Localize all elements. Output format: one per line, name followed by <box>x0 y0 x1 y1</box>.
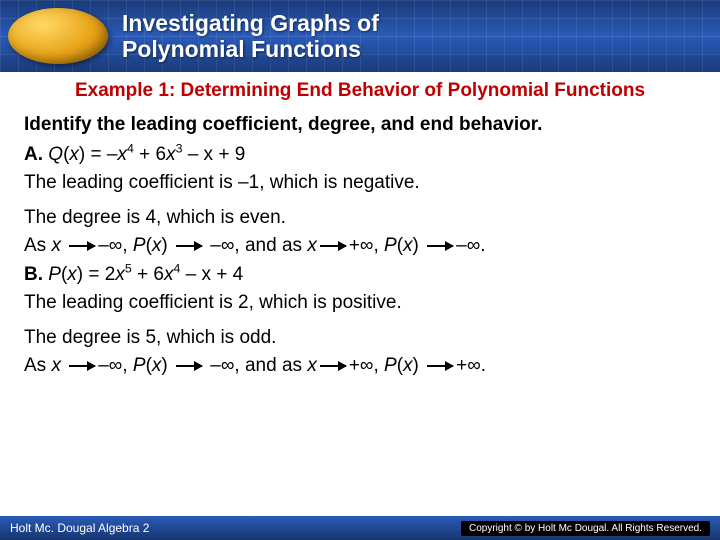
part-b-degree: The degree is 5, which is odd. <box>18 324 702 353</box>
func-q: Q <box>48 144 63 165</box>
title-line-2: Polynomial Functions <box>122 36 361 62</box>
neginf1: –∞, <box>98 235 133 256</box>
slide-header: Investigating Graphs of Polynomial Funct… <box>0 0 720 72</box>
toneg: –∞, and as <box>205 235 307 256</box>
var-x2: x <box>117 144 127 165</box>
slide-title: Investigating Graphs of Polynomial Funct… <box>122 10 379 63</box>
exp5: 5 <box>125 261 132 275</box>
var-xb: x <box>67 264 77 285</box>
arrow-icon <box>176 245 202 247</box>
as2: As <box>24 355 51 376</box>
part-a-endbehavior: As x –∞, P(x) –∞, and as x+∞, P(x) –∞. <box>18 232 702 261</box>
title-line-1: Investigating Graphs of <box>122 10 379 36</box>
func-p: P <box>48 264 61 285</box>
x4: x <box>403 235 413 256</box>
slide-footer: Holt Mc. Dougal Algebra 2 Copyright © by… <box>0 516 720 540</box>
xb2: x <box>152 355 162 376</box>
part-a-leading: The leading coefficient is –1, which is … <box>18 169 702 198</box>
slide-content: Example 1: Determining End Behavior of P… <box>0 72 720 381</box>
part-a-equation: A. Q(x) = –x4 + 6x3 – x + 9 <box>18 141 702 170</box>
plus6: + 6 <box>134 144 166 165</box>
px1: P <box>133 235 146 256</box>
instruction-text: Identify the leading coefficient, degree… <box>18 113 702 137</box>
endneg: –∞. <box>456 235 485 256</box>
tonegb: –∞, and as <box>205 355 307 376</box>
xb3: x <box>307 355 317 376</box>
px2: P <box>384 235 397 256</box>
x3: x <box>307 235 317 256</box>
arrow-icon <box>176 365 202 367</box>
plus6b: + 6 <box>132 264 164 285</box>
pxb2: P <box>384 355 397 376</box>
x2: x <box>152 235 162 256</box>
xb4: x <box>403 355 413 376</box>
part-a-degree: The degree is 4, which is even. <box>18 204 702 233</box>
footer-brand: Holt Mc. Dougal Algebra 2 <box>10 521 149 535</box>
part-b-label: B. <box>24 264 43 285</box>
xb1: x <box>51 355 61 376</box>
header-oval-icon <box>8 8 108 64</box>
as1: As <box>24 235 51 256</box>
var-x: x <box>69 144 79 165</box>
posinf1: +∞, <box>349 235 384 256</box>
part-b-endbehavior: As x –∞, P(x) –∞, and as x+∞, P(x) +∞. <box>18 352 702 381</box>
example-heading: Example 1: Determining End Behavior of P… <box>18 80 702 103</box>
var-x3: x <box>166 144 176 165</box>
footer-copyright: Copyright © by Holt Mc Dougal. All Right… <box>461 521 710 536</box>
arrow-icon <box>427 365 453 367</box>
eq-body: ) = – <box>79 144 118 165</box>
arrow-icon <box>69 365 95 367</box>
part-b-equation: B. P(x) = 2x5 + 6x4 – x + 4 <box>18 261 702 290</box>
x1: x <box>51 235 61 256</box>
endpos: +∞. <box>456 355 486 376</box>
arrow-icon <box>69 245 95 247</box>
posinf2: +∞, <box>349 355 384 376</box>
clb2: ) <box>413 355 425 376</box>
neginf2: –∞, <box>98 355 133 376</box>
part-b-leading: The leading coefficient is 2, which is p… <box>18 289 702 318</box>
cl2: ) <box>413 235 425 256</box>
clb1: ) <box>161 355 173 376</box>
arrow-icon <box>427 245 453 247</box>
part-a-label: A. <box>24 144 43 165</box>
arrow-icon <box>320 365 346 367</box>
tail-b: – x + 4 <box>180 264 243 285</box>
pxb1: P <box>133 355 146 376</box>
eq-bodyb: ) = 2 <box>77 264 116 285</box>
var-xb2: x <box>115 264 125 285</box>
tail-a: – x + 9 <box>182 144 245 165</box>
cl1: ) <box>161 235 173 256</box>
exp4: 4 <box>127 141 134 155</box>
arrow-icon <box>320 245 346 247</box>
